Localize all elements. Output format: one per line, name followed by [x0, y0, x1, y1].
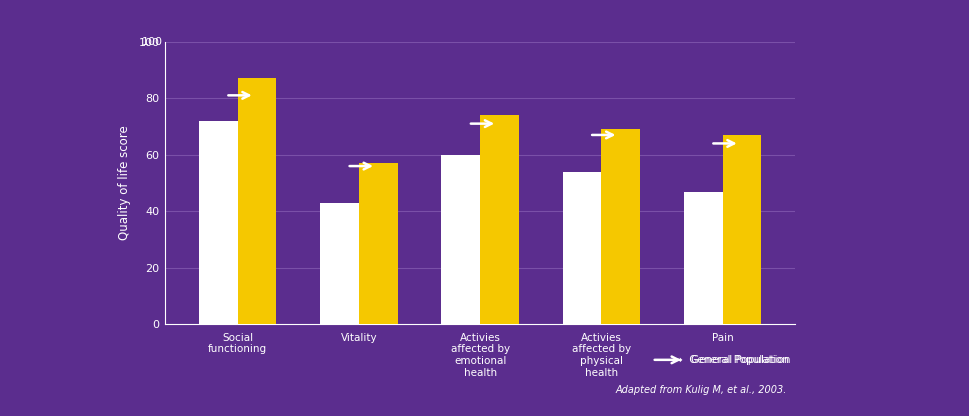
- Bar: [562, 172, 601, 324]
- Y-axis label: Quality of life score: Quality of life score: [118, 126, 131, 240]
- Bar: [199, 121, 237, 324]
- Text: ➡  General Population: ➡ General Population: [673, 355, 788, 365]
- Bar: [722, 135, 761, 324]
- Text: General Population: General Population: [690, 355, 790, 365]
- Bar: [480, 115, 518, 324]
- Bar: [320, 203, 359, 324]
- Bar: [601, 129, 640, 324]
- Text: Adapted from Kulig M, et al., 2003.: Adapted from Kulig M, et al., 2003.: [615, 385, 787, 395]
- Bar: [237, 78, 276, 324]
- Bar: [359, 163, 397, 324]
- Bar: [683, 191, 722, 324]
- Bar: [441, 155, 480, 324]
- Text: 100: 100: [141, 37, 163, 47]
